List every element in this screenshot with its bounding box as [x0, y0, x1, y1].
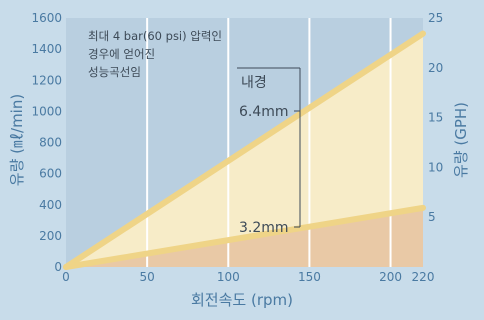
x-tick-150: 150 — [298, 270, 321, 284]
x-tick-200: 200 — [379, 270, 402, 284]
y-axis-ticks: 0 200 400 600 800 1000 1200 1400 1600 — [31, 11, 62, 274]
series-label-3-2mm: 3.2mm — [239, 220, 289, 236]
y2-tick-15: 15 — [428, 111, 443, 125]
x-tick-100: 100 — [217, 270, 240, 284]
legend-title: 내경 — [241, 75, 267, 91]
x-tick-50: 50 — [139, 270, 154, 284]
series-label-6-4mm: 6.4mm — [239, 104, 289, 120]
y-tick-400: 400 — [39, 198, 62, 212]
y2-axis-ticks: 5 10 15 20 25 — [428, 11, 443, 224]
y2-tick-20: 20 — [428, 61, 443, 75]
y2-tick-25: 25 — [428, 11, 443, 25]
series-line-3-2mm — [63, 204, 426, 270]
y2-axis-label: 유량 (GPH) — [452, 102, 470, 178]
x-tick-0: 0 — [62, 270, 70, 284]
y-tick-200: 200 — [39, 229, 62, 243]
y2-tick-5: 5 — [428, 210, 436, 224]
x-axis-label: 회전속도 (rpm) — [191, 291, 293, 309]
note-annotation: 최대 4 bar(60 psi) 압력인 경우에 얻어진 성능곡선임 — [88, 29, 222, 79]
note-line-2: 경우에 얻어진 — [88, 47, 155, 61]
note-line-1: 최대 4 bar(60 psi) 압력인 — [88, 29, 222, 43]
series-line-6-4mm — [63, 30, 426, 270]
note-line-3: 성능곡선임 — [88, 65, 141, 79]
y-tick-0: 0 — [54, 260, 62, 274]
y-tick-1400: 1400 — [31, 42, 62, 56]
inner-diameter-callout: 내경 6.4mm 3.2mm — [237, 67, 301, 236]
y-tick-600: 600 — [39, 167, 62, 181]
y2-tick-10: 10 — [428, 160, 443, 174]
x-tick-220: 220 — [412, 270, 435, 284]
x-axis-ticks: 0 50 100 150 200 220 — [62, 270, 434, 284]
y-tick-1600: 1600 — [31, 11, 62, 25]
y-axis-label: 유량 (㎖/min) — [8, 94, 26, 186]
y-tick-800: 800 — [39, 136, 62, 150]
y-tick-1200: 1200 — [31, 73, 62, 87]
y-tick-1000: 1000 — [31, 104, 62, 118]
